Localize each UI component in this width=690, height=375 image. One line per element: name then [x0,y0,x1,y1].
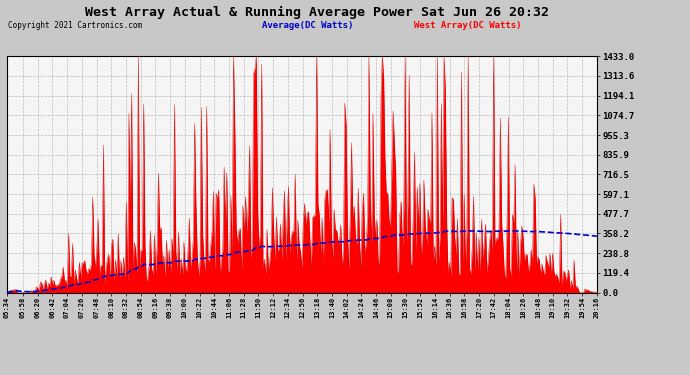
Text: West Array(DC Watts): West Array(DC Watts) [414,21,522,30]
Text: Copyright 2021 Cartronics.com: Copyright 2021 Cartronics.com [8,21,142,30]
Text: Average(DC Watts): Average(DC Watts) [262,21,353,30]
Text: West Array Actual & Running Average Power Sat Jun 26 20:32: West Array Actual & Running Average Powe… [86,6,549,19]
